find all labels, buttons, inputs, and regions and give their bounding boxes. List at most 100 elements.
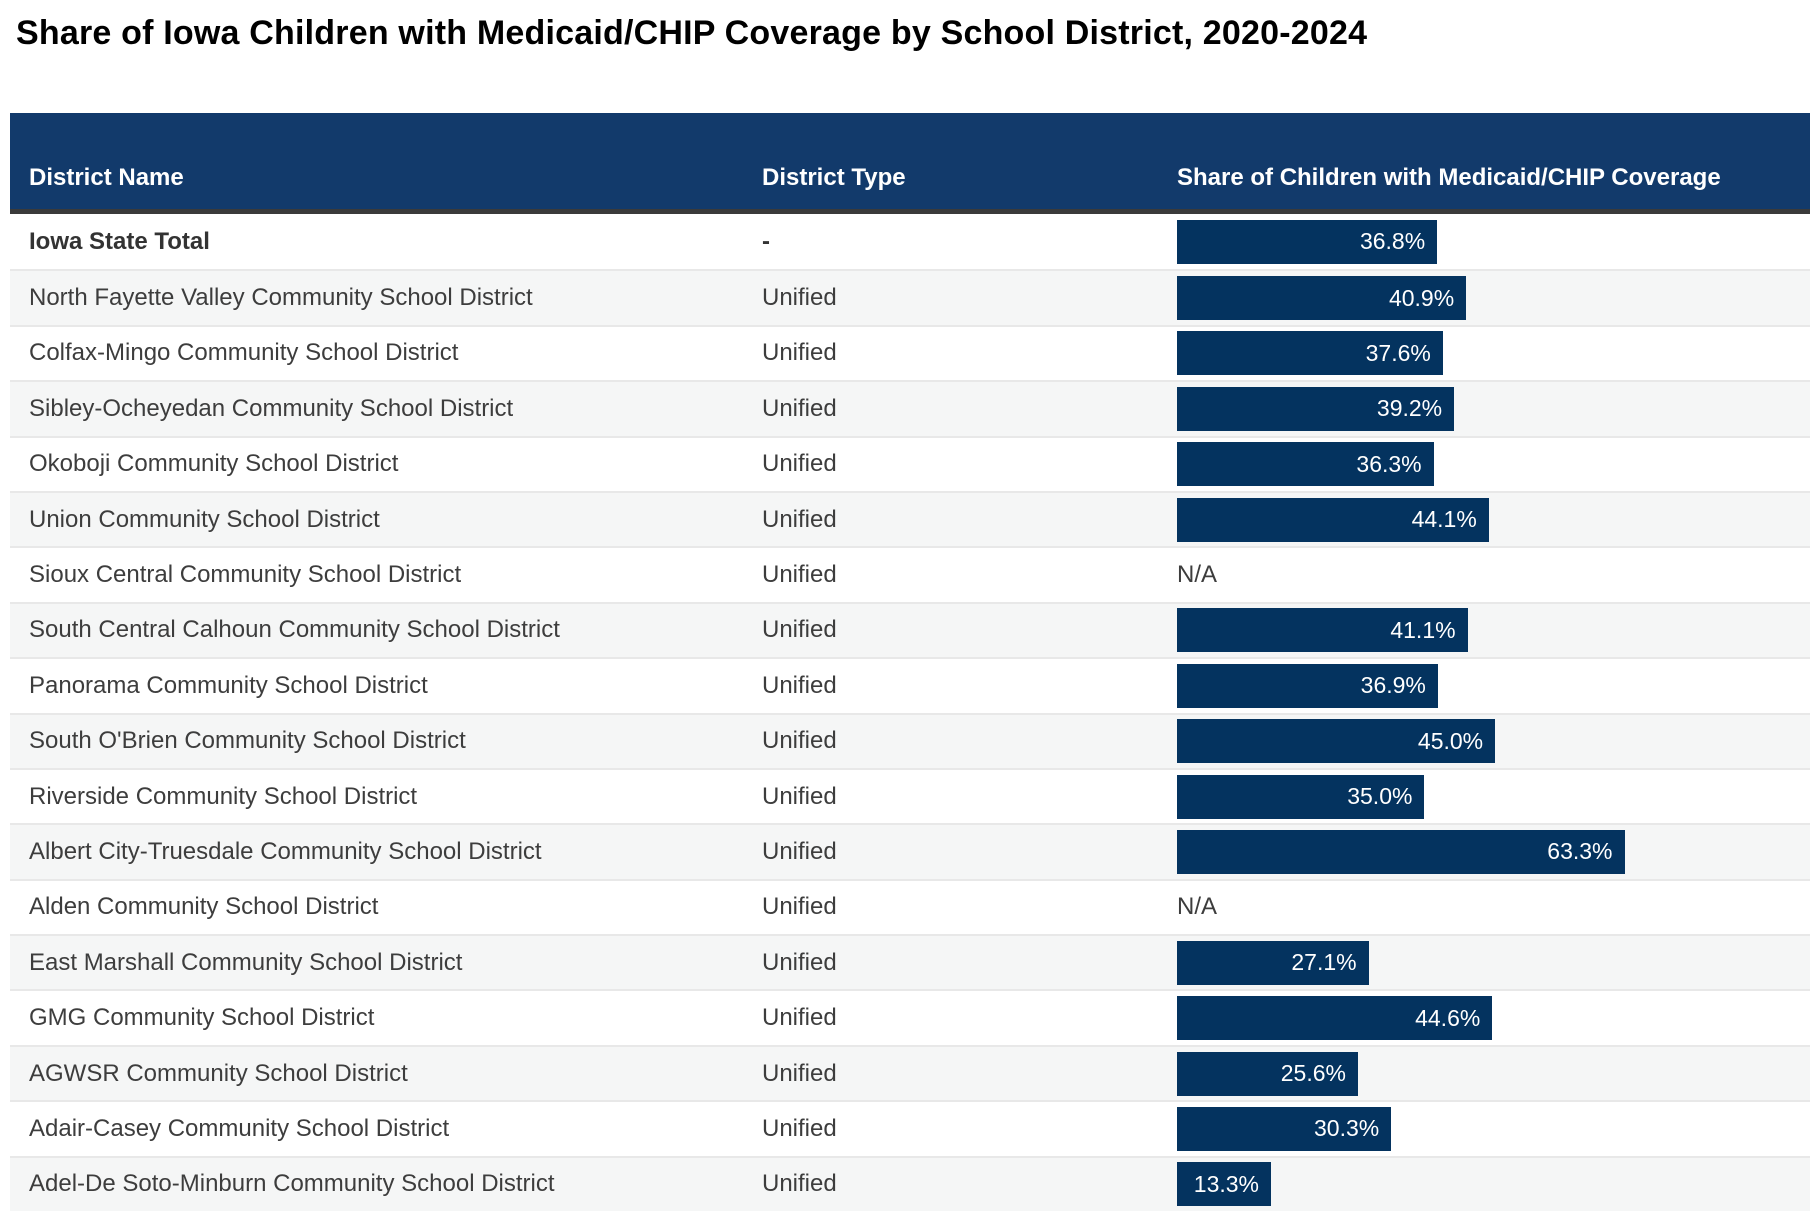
table-row: Adel-De Soto-Minburn Community School Di… — [10, 1155, 1810, 1212]
table-row: Panorama Community School District Unifie… — [10, 657, 1810, 713]
column-header-district-type: District Type — [762, 164, 906, 191]
district-type-cell: Unified — [762, 1059, 837, 1087]
table-row: Union Community School District Unified 44… — [10, 490, 1810, 547]
coverage-bar: 63.3% — [1177, 829, 1625, 874]
coverage-bar: 35.0% — [1177, 774, 1425, 819]
coverage-cell: 13.3% — [1177, 1162, 1810, 1207]
table-row: Sibley-Ocheyedan Community School Distri… — [10, 380, 1810, 436]
district-type-cell: Unified — [762, 727, 837, 755]
coverage-value-label: 44.6% — [1415, 1004, 1481, 1031]
district-type-cell: Unified — [762, 284, 837, 312]
coverage-value-label: 36.8% — [1359, 228, 1426, 255]
district-name-cell: GMG Community School District — [29, 1004, 375, 1032]
coverage-cell: 39.2% — [1177, 386, 1810, 431]
district-type-cell: Unified — [762, 339, 837, 367]
table-row: Iowa State Total - 36.8% — [10, 214, 1810, 270]
table-header-row: District Name District Type Share of Chi… — [10, 113, 1810, 214]
coverage-cell: 35.0% — [1177, 774, 1810, 819]
district-name-cell: South Central Calhoun Community School D… — [29, 616, 560, 644]
coverage-value-label: 41.1% — [1390, 616, 1456, 643]
district-name-cell: Okoboji Community School District — [29, 450, 399, 478]
table-body: Iowa State Total - 36.8% North Fayette Vall… — [10, 214, 1810, 1212]
table-row: North Fayette Valley Community School Di… — [10, 269, 1810, 325]
district-type-cell: Unified — [762, 948, 837, 976]
column-header-district-name: District Name — [29, 164, 184, 191]
coverage-bar: 27.1% — [1177, 940, 1369, 985]
coverage-cell: 30.3% — [1177, 1106, 1810, 1151]
district-name-cell: Adair-Casey Community School District — [29, 1114, 450, 1142]
coverage-cell: 25.6% — [1177, 1051, 1810, 1096]
coverage-value-label: 45.0% — [1417, 727, 1484, 754]
district-type-cell: Unified — [762, 837, 837, 865]
table-row: Sioux Central Community School District U… — [10, 546, 1810, 602]
coverage-table: District Name District Type Share of Chi… — [10, 113, 1810, 1212]
coverage-bar: 36.3% — [1177, 442, 1434, 487]
coverage-value-label: 37.6% — [1365, 339, 1431, 366]
coverage-na-text: N/A — [1177, 893, 1218, 921]
coverage-bar: 30.3% — [1177, 1106, 1392, 1151]
coverage-value-label: 39.2% — [1376, 395, 1443, 422]
district-name-cell: Riverside Community School District — [29, 782, 418, 810]
district-name-cell: Panorama Community School District — [29, 671, 428, 699]
district-type-cell: Unified — [762, 394, 837, 422]
district-name-cell: Sibley-Ocheyedan Community School Distri… — [29, 394, 514, 422]
coverage-bar: 41.1% — [1177, 608, 1468, 653]
coverage-bar: 40.9% — [1177, 276, 1467, 321]
coverage-value-label: 40.9% — [1388, 284, 1455, 311]
column-header-coverage-label: Share of Children with Medicaid/CHIP Cov… — [1177, 164, 1721, 191]
district-name-cell: AGWSR Community School District — [29, 1059, 408, 1087]
district-name-cell: North Fayette Valley Community School Di… — [29, 284, 533, 312]
coverage-cell: 36.8% — [1177, 219, 1810, 264]
coverage-bar: 37.6% — [1177, 331, 1443, 376]
coverage-value-label: 25.6% — [1280, 1060, 1346, 1087]
district-name-cell: East Marshall Community School District — [29, 948, 463, 976]
table-row: Okoboji Community School District Unified… — [10, 435, 1810, 491]
coverage-bar: 44.6% — [1177, 996, 1493, 1041]
district-name-cell: Adel-De Soto-Minburn Community School Di… — [29, 1170, 555, 1198]
table-row: AGWSR Community School District Unified 25… — [10, 1044, 1810, 1101]
coverage-bar: 25.6% — [1177, 1051, 1358, 1096]
coverage-cell: 37.6% — [1177, 331, 1810, 376]
coverage-value-label: 27.1% — [1291, 949, 1357, 976]
coverage-cell: N/A — [1177, 893, 1810, 921]
coverage-value-label: 13.3% — [1193, 1170, 1260, 1197]
table-row: South O'Brien Community School District U… — [10, 712, 1810, 768]
coverage-na-text: N/A — [1177, 561, 1218, 589]
table-row: South Central Calhoun Community School D… — [10, 601, 1810, 658]
table-row: Alden Community School District Unified N/… — [10, 878, 1810, 935]
table-row: Colfax-Mingo Community School District Un… — [10, 324, 1810, 381]
coverage-value-label: 36.9% — [1360, 672, 1426, 699]
coverage-cell: 40.9% — [1177, 276, 1810, 321]
district-type-cell: Unified — [762, 1170, 837, 1198]
coverage-value-label: 35.0% — [1347, 783, 1413, 810]
district-name-cell: Alden Community School District — [29, 893, 379, 921]
coverage-cell: 27.1% — [1177, 940, 1810, 985]
coverage-cell: 36.9% — [1177, 663, 1810, 708]
table-row: Albert City-Truesdale Community School D… — [10, 823, 1810, 879]
district-type-cell: Unified — [762, 505, 837, 533]
district-type-cell: Unified — [762, 616, 837, 644]
district-name-cell: Iowa State Total — [29, 227, 210, 255]
district-type-cell: Unified — [762, 893, 837, 921]
coverage-bar: 36.8% — [1177, 219, 1438, 264]
district-name-cell: South O'Brien Community School District — [29, 727, 466, 755]
page-title: Share of Iowa Children with Medicaid/CHI… — [16, 14, 1368, 52]
coverage-cell: 41.1% — [1177, 608, 1810, 653]
district-name-cell: Colfax-Mingo Community School District — [29, 339, 459, 367]
coverage-value-label: 44.1% — [1411, 506, 1477, 533]
table-row: East Marshall Community School District U… — [10, 934, 1810, 990]
coverage-cell: N/A — [1177, 561, 1810, 589]
coverage-bar: 39.2% — [1177, 386, 1455, 431]
coverage-bar: 13.3% — [1177, 1162, 1272, 1207]
coverage-cell: 63.3% — [1177, 829, 1810, 874]
district-name-cell: Sioux Central Community School District — [29, 561, 462, 589]
district-type-cell: Unified — [762, 561, 837, 589]
coverage-value-label: 36.3% — [1356, 450, 1422, 477]
coverage-value-label: 63.3% — [1547, 838, 1613, 865]
district-type-cell: - — [762, 227, 770, 255]
coverage-bar: 45.0% — [1177, 719, 1496, 764]
district-type-cell: Unified — [762, 1004, 837, 1032]
district-type-cell: Unified — [762, 450, 837, 478]
district-type-cell: Unified — [762, 1114, 837, 1142]
coverage-cell: 44.6% — [1177, 996, 1810, 1041]
